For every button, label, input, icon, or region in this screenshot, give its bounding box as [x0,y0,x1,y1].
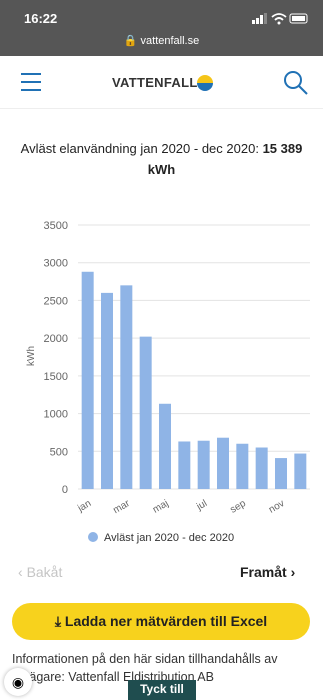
legend-label: Avläst jan 2020 - dec 2020 [104,532,234,544]
status-bar: 16:22 🔒 vattenfall.se [0,0,323,56]
logo[interactable]: VATTENFALL [112,75,198,90]
time: 16:22 [24,11,58,26]
y-axis-label: kWh [26,346,37,366]
y-tick-label: 500 [50,446,68,458]
chart-title: Avläst elanvändning jan 2020 - dec 2020:… [10,138,313,180]
feedback-button[interactable]: Tyck till [128,680,196,700]
menu-button[interactable] [20,72,42,92]
header: VATTENFALL [0,56,323,109]
bar [236,443,249,489]
chart: kWh 0 500 1000 1500 2000 2500 3000 3500 jan mar ma… [26,220,310,544]
download-button[interactable]: ⤓ Ladda ner mätvärden till Excel [12,603,310,640]
legend-marker [88,532,98,542]
bar [275,458,287,489]
y-tick-label: 1000 [44,409,68,421]
download-text: Ladda ner mätvärden till Excel [64,613,268,629]
logo-mark [197,75,213,91]
bar [255,447,268,489]
y-tick-label: 0 [62,484,68,496]
search-button[interactable] [283,70,309,96]
bar [81,271,94,489]
x-tick-label: maj [151,498,170,516]
bar [217,437,229,489]
bar [294,453,307,489]
status-icons [252,13,308,25]
x-tick-label: sep [228,498,248,516]
bar [197,440,210,489]
bar [120,285,133,489]
forward-text: Framåt [240,564,287,580]
title-text: Avläst elanvändning jan 2020 - dec 2020: [20,141,259,156]
x-tick-label: jul [194,498,209,513]
forward-button[interactable]: Framåt › [240,564,296,580]
bar [178,441,191,489]
total: 15 389 kWh [147,141,303,177]
bar [159,403,171,489]
bar [101,292,113,489]
x-tick-label: nov [267,498,286,516]
x-tick-label: jan [75,498,93,515]
y-tick-label: 3000 [44,258,68,270]
y-tick-label: 2000 [44,333,68,345]
x-tick-label: mar [111,498,132,516]
y-tick-label: 2500 [44,295,68,307]
url[interactable]: 🔒 vattenfall.se [123,35,200,47]
y-tick-label: 1500 [44,371,68,383]
back-button[interactable]: ‹ Bakåt [18,564,63,580]
url-text: vattenfall.se [140,35,200,47]
bar [139,336,152,489]
back-text: Bakåt [26,564,63,580]
y-tick-label: 3500 [44,220,68,232]
cookie-badge[interactable]: ◉ [4,668,32,696]
